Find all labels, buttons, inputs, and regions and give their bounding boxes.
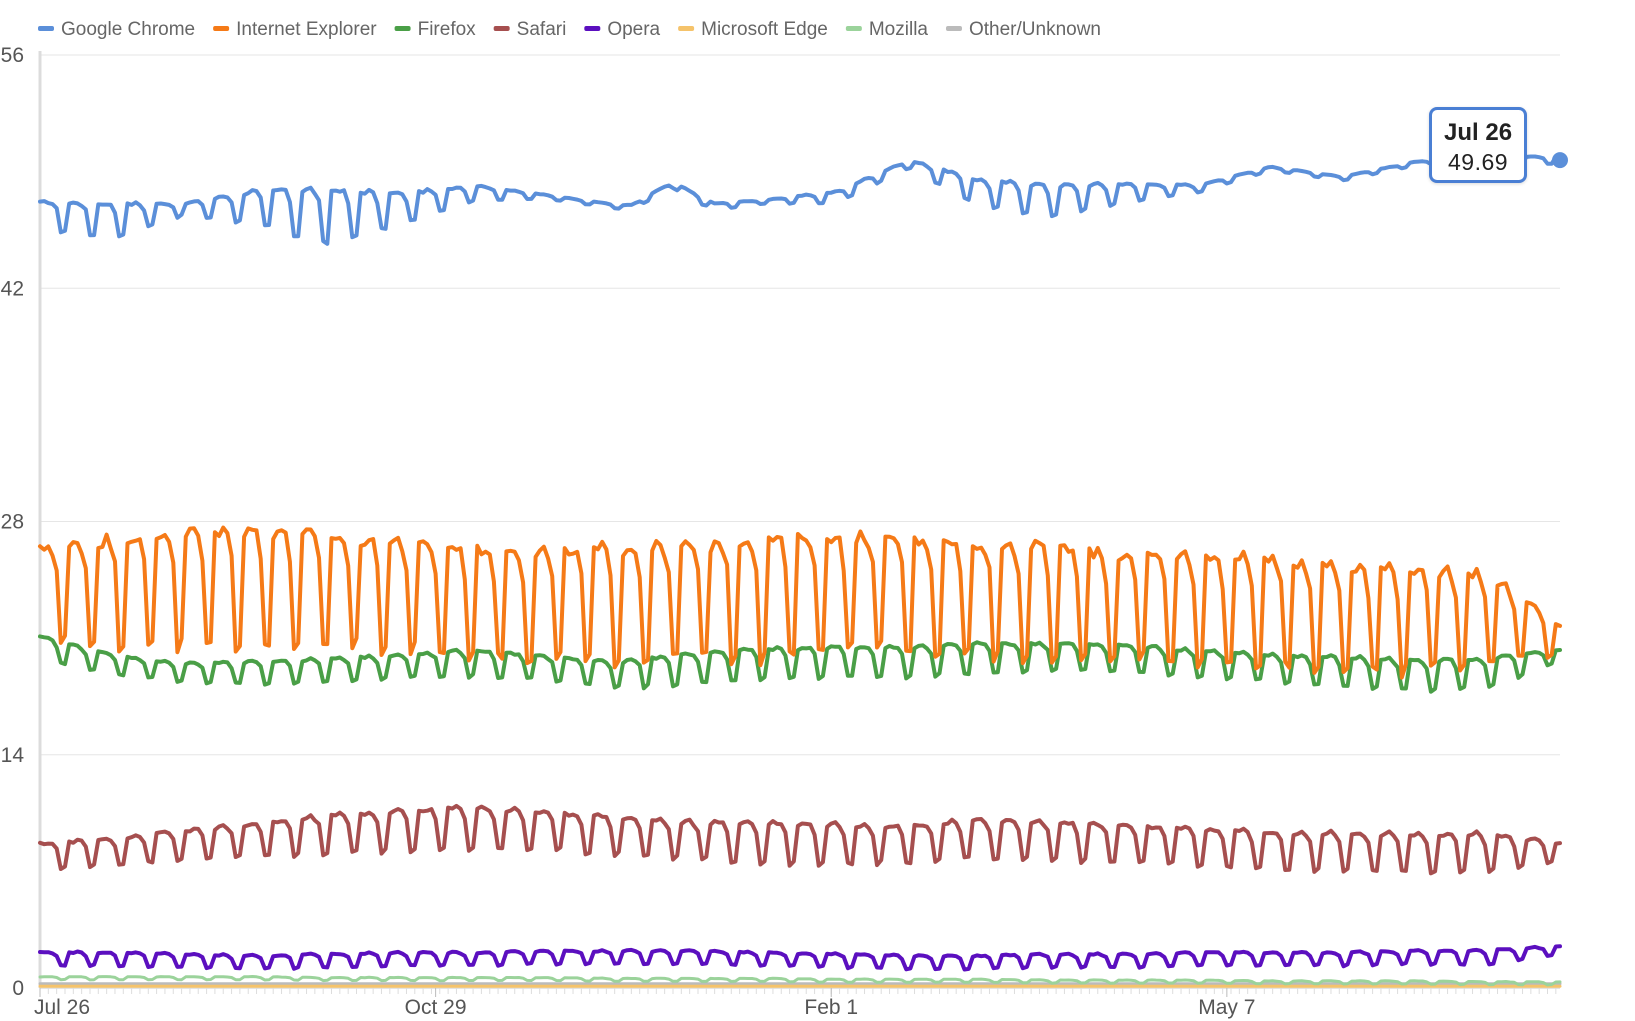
legend-swatch-internet-explorer [213, 26, 230, 31]
y-axis: 0 14 28 42 56 [1, 44, 42, 1000]
series-line-opera [38, 944, 1562, 972]
legend-swatch-microsoft-edge [678, 26, 695, 31]
x-tick-label: Oct 29 [405, 996, 467, 1019]
series-line-internet-explorer [38, 525, 1562, 680]
legend-swatch-mozilla [845, 26, 862, 31]
legend-swatch-firefox [394, 26, 411, 31]
legend-swatch-safari [493, 26, 510, 31]
series-line-firefox [38, 634, 1562, 694]
legend-label-google-chrome: Google Chrome [61, 19, 195, 40]
x-tick-label: Feb 1 [804, 996, 858, 1019]
y-tick-label: 0 [12, 977, 24, 1000]
legend-label-safari: Safari [517, 19, 567, 40]
x-axis: Jul 26 Oct 29 Feb 1 May 7 [34, 987, 1560, 1019]
legend-swatch-opera [584, 26, 601, 31]
legend: Google Chrome Internet Explorer Firefox Saf… [38, 19, 1101, 40]
legend-label-mozilla: Mozilla [869, 19, 929, 40]
legend-swatch-other-unknown [945, 26, 962, 31]
legend-label-opera: Opera [607, 19, 660, 40]
legend-label-other-unknown: Other/Unknown [969, 19, 1101, 40]
tooltip-value: 49.69 [1447, 149, 1509, 176]
grid [40, 54, 1560, 756]
legend-label-microsoft-edge: Microsoft Edge [701, 19, 828, 40]
hover-tooltip: Jul 26 49.69 [1429, 107, 1528, 184]
y-tick-label: 56 [1, 44, 24, 67]
series-line-mozilla [38, 975, 1562, 987]
legend-swatch-google-chrome [38, 26, 54, 31]
y-tick-label: 28 [1, 511, 24, 534]
tooltip-date: Jul 26 [1444, 119, 1513, 147]
y-tick-label: 42 [1, 277, 24, 300]
series-line-safari [38, 803, 1562, 876]
series-lines [38, 154, 1562, 988]
x-tick-label: May 7 [1198, 996, 1255, 1019]
hover-point [1552, 152, 1568, 169]
legend-label-firefox: Firefox [418, 19, 477, 40]
legend-label-internet-explorer: Internet Explorer [236, 19, 377, 40]
hover-marker [1552, 152, 1568, 169]
x-tick-label: Jul 26 [34, 996, 90, 1019]
series-line-google-chrome [38, 154, 1562, 246]
y-tick-label: 14 [1, 744, 25, 767]
